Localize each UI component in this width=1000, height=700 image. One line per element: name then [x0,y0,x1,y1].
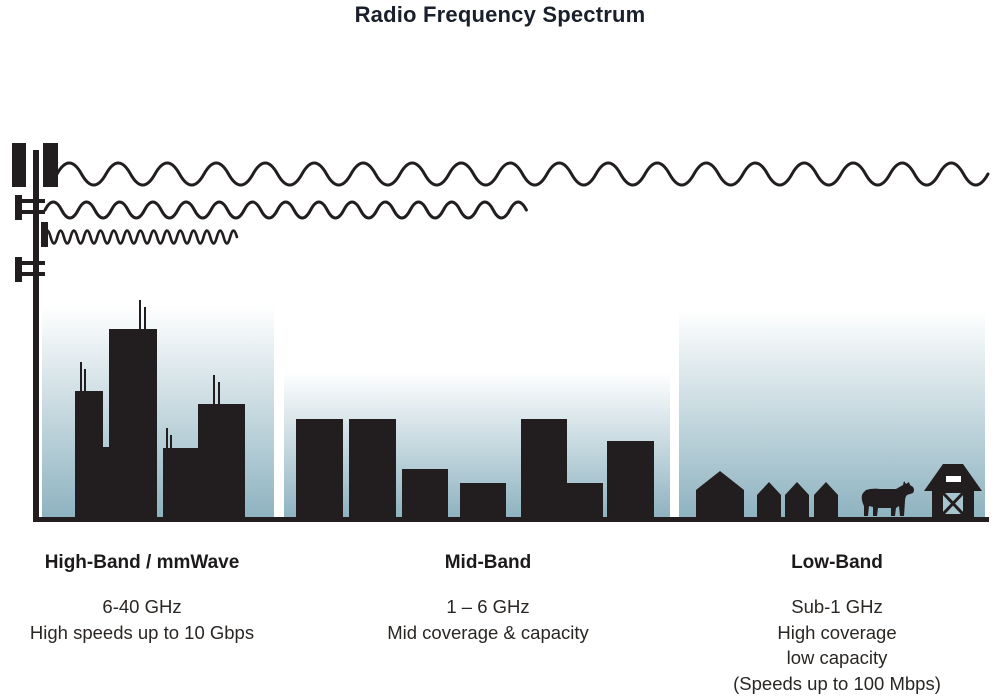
midrise-building [460,483,506,518]
rooftop-antenna [166,428,168,448]
rural-scene [696,464,982,517]
cow-icon [861,481,914,516]
spectrum-illustration [12,143,990,522]
midrise-building [349,419,396,518]
house-icon [785,482,809,517]
rooftop-antenna [213,375,215,404]
barn-icon [924,464,982,517]
rooftop-antenna [218,382,220,404]
band-desc-low-3: (Speeds up to 100 Mbps) [733,672,941,694]
rooftop-antenna [84,369,86,391]
band-title-mid: Mid-Band [444,552,532,573]
radio-waves [42,161,990,245]
midrise-building [521,419,567,518]
band-desc-low-2: low capacity [786,647,888,668]
band-title-high: High-Band / mmWave [44,552,240,573]
city-skyline [75,300,245,518]
band-desc-high: High speeds up to 10 Gbps [29,621,255,643]
band-label-mid: Mid-Band 1 – 6 GHz Mid coverage & capaci… [387,552,589,645]
house-icon [814,482,838,517]
cell-tower-icon [12,143,58,518]
band-title-low: Low-Band [791,552,883,573]
ground-line [33,517,989,522]
long-wavelength-wave [55,161,990,187]
house-icon [757,482,781,517]
midrise-building [402,469,448,518]
band-label-high: High-Band / mmWave 6-40 GHz High speeds … [30,552,254,645]
band-freq-high: 6-40 GHz [102,596,182,617]
midrise-building [567,483,603,518]
band-freq-mid: 1 – 6 GHz [446,596,530,617]
rooftop-antenna [80,362,82,391]
skyscraper [109,329,157,518]
band-label-low: Low-Band Sub-1 GHz High coverage low cap… [733,552,941,696]
midrise-skyline [296,419,654,518]
rooftop-antenna [139,300,141,329]
skyscraper [103,447,109,518]
midrise-building [296,419,343,518]
band-desc-mid: Mid coverage & capacity [387,621,589,643]
midrise-building [607,441,654,518]
skyscraper [163,448,198,518]
medium-wavelength-wave [43,200,528,220]
short-wavelength-wave [42,229,239,245]
skyscraper [198,404,245,518]
rooftop-antenna [144,307,146,329]
skyscraper [75,391,103,518]
rooftop-antenna [170,435,172,448]
page-title: Radio Frequency Spectrum [354,2,646,27]
band-freq-low: Sub-1 GHz [791,596,883,617]
house-icon [696,471,744,517]
band-desc-low-1: High coverage [777,621,897,643]
